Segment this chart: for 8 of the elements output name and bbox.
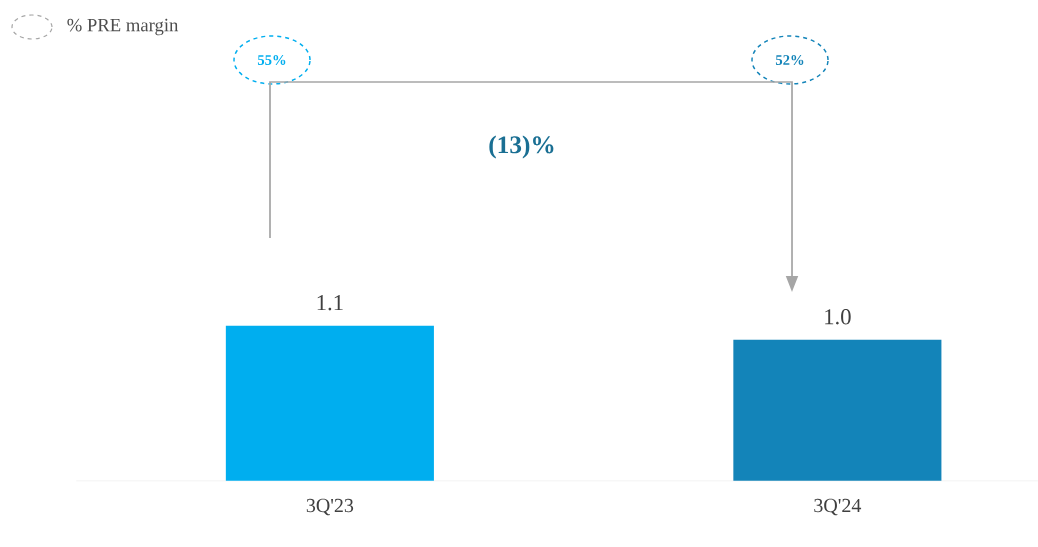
data-label: 1.0	[825, 309, 851, 325]
x-tick-label: 3Q'24	[814, 498, 862, 516]
x-tick-label: 3Q'23	[306, 498, 354, 516]
text: 55%	[257, 55, 286, 65]
data-label: 1.1	[317, 295, 343, 311]
text: 52%	[775, 55, 804, 65]
text: % PRE margin	[67, 18, 179, 36]
text: (13)%	[489, 135, 554, 159]
